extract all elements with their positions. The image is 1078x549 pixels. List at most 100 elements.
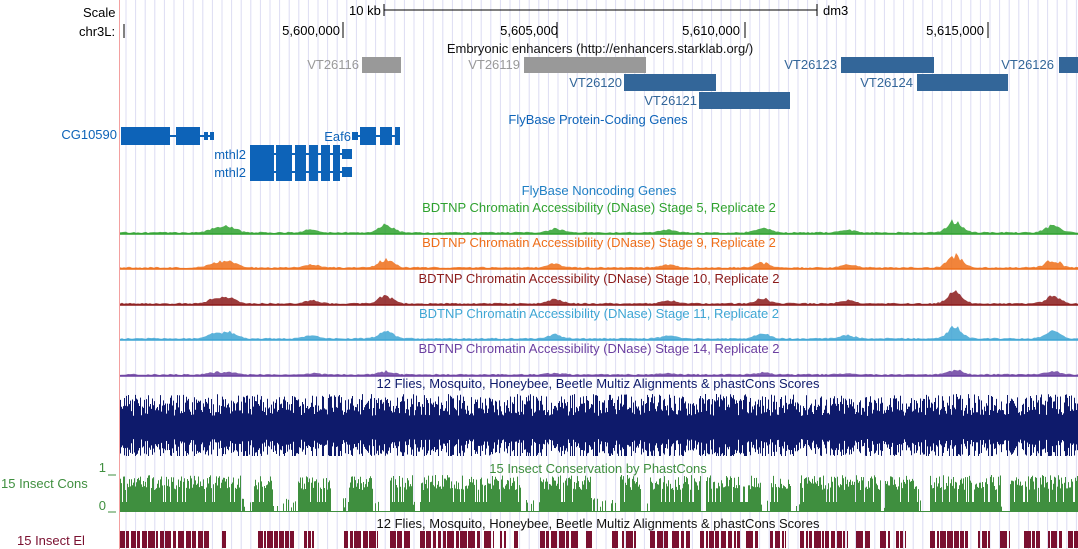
conserved-element[interactable] [978,531,980,548]
conserved-element[interactable] [131,531,136,548]
gene-exon[interactable] [321,145,330,163]
conserved-element[interactable] [204,531,209,548]
cons-side-label[interactable]: 15 Insect Cons [1,476,88,491]
conserved-element[interactable] [160,531,164,548]
conserved-element[interactable] [222,531,226,548]
elements-track-title[interactable]: 12 Flies, Mosquito, Honeybee, Beetle Mul… [376,516,820,531]
enhancer-label[interactable]: VT26126 [1001,57,1054,72]
dnase-track-title[interactable]: BDTNP Chromatin Accessibility (DNase) St… [422,235,776,250]
enhancer-label[interactable]: VT26120 [569,75,622,90]
conserved-element[interactable] [681,531,684,548]
dnase-track-title[interactable]: BDTNP Chromatin Accessibility (DNase) St… [422,200,776,215]
conserved-element[interactable] [566,531,569,548]
enhancers-track-title[interactable]: Embryonic enhancers (http://enhancers.st… [446,41,754,56]
conserved-element[interactable] [559,531,565,548]
conserved-element[interactable] [831,531,835,548]
gene-exon[interactable] [204,132,208,140]
conserved-element[interactable] [426,531,431,548]
gene-exon[interactable] [276,163,292,181]
conserved-element[interactable] [1036,531,1040,548]
conserved-element[interactable] [865,531,870,548]
conserved-element[interactable] [806,531,808,548]
conserved-element[interactable] [755,531,758,548]
conserved-element[interactable] [930,531,935,548]
conserved-element[interactable] [1074,531,1078,548]
conserved-element[interactable] [173,531,176,548]
conserved-element[interactable] [1048,531,1050,548]
conserved-element[interactable] [775,531,780,548]
conserved-element[interactable] [350,531,353,548]
gene-label[interactable]: CG10590 [61,127,117,142]
enhancer-block[interactable] [917,74,1008,91]
conserved-element[interactable] [460,531,467,548]
conserved-element[interactable] [308,531,311,548]
conserved-element[interactable] [664,531,668,548]
gene-exon[interactable] [250,145,274,163]
conserved-element[interactable] [126,531,129,548]
gene-exon[interactable] [342,149,352,159]
dnase-track-title[interactable]: BDTNP Chromatin Accessibility (DNase) St… [418,341,780,356]
elements-side-label[interactable]: 15 Insect El [17,533,85,548]
gene-exon[interactable] [342,167,352,177]
gene-exon[interactable] [295,145,306,163]
conserved-element[interactable] [657,531,663,548]
conserved-element[interactable] [900,531,903,548]
conserved-element[interactable] [988,531,990,548]
conserved-element[interactable] [156,531,158,548]
dnase-track-title[interactable]: BDTNP Chromatin Accessibility (DNase) St… [418,306,780,321]
conserved-element[interactable] [142,531,147,548]
conserved-element[interactable] [363,531,368,548]
conserved-element[interactable] [843,531,845,548]
gene-exon[interactable] [360,127,376,145]
conserved-element[interactable] [856,531,863,548]
conserved-element[interactable] [982,531,987,548]
dnase-track-title[interactable]: BDTNP Chromatin Accessibility (DNase) St… [418,271,780,286]
conserved-element[interactable] [947,531,953,548]
conserved-element[interactable] [746,531,753,548]
conserved-element[interactable] [120,531,125,548]
conserved-element[interactable] [551,531,557,548]
conserved-element[interactable] [888,531,890,548]
conserved-element[interactable] [493,531,494,548]
conserved-element[interactable] [148,531,155,548]
gene-label[interactable]: mthl2 [214,147,246,162]
gene-exon[interactable] [309,163,318,181]
conserved-element[interactable] [433,531,436,548]
gene-exon[interactable] [210,132,214,140]
conserved-element[interactable] [586,531,592,548]
conserved-element[interactable] [514,531,518,548]
conserved-element[interactable] [896,531,899,548]
gene-exon[interactable] [309,145,318,163]
gene-exon[interactable] [333,145,340,163]
conserved-element[interactable] [686,531,690,548]
gene-exon[interactable] [250,163,274,181]
conserved-element[interactable] [344,531,348,548]
multiz-track-title[interactable]: 12 Flies, Mosquito, Honeybee, Beetle Mul… [376,376,820,391]
conserved-element[interactable] [546,531,549,548]
gene-exon[interactable] [121,127,170,145]
conserved-element[interactable] [626,531,633,548]
gene-label[interactable]: mthl2 [214,165,246,180]
conserved-element[interactable] [1032,531,1035,548]
conserved-element[interactable] [737,531,740,548]
conserved-element[interactable] [456,531,459,548]
conserved-element[interactable] [1024,531,1031,548]
conserved-element[interactable] [650,531,655,548]
conserved-element[interactable] [571,531,578,548]
coding-genes-track-title[interactable]: FlyBase Protein-Coding Genes [508,112,688,127]
conserved-element[interactable] [397,531,402,548]
gene-exon[interactable] [352,132,358,140]
gene-exon[interactable] [380,127,392,145]
gene-exon[interactable] [276,145,292,163]
gene-exon[interactable] [333,163,340,181]
enhancer-block[interactable] [524,57,646,73]
conserved-element[interactable] [285,531,289,548]
conserved-element[interactable] [825,531,829,548]
conserved-element[interactable] [700,531,704,548]
conserved-element[interactable] [377,531,378,548]
conserved-element[interactable] [279,531,284,548]
conserved-element[interactable] [814,531,821,548]
conserved-element[interactable] [800,531,804,548]
enhancer-label[interactable]: VT26124 [860,75,913,90]
conserved-element[interactable] [186,531,191,548]
